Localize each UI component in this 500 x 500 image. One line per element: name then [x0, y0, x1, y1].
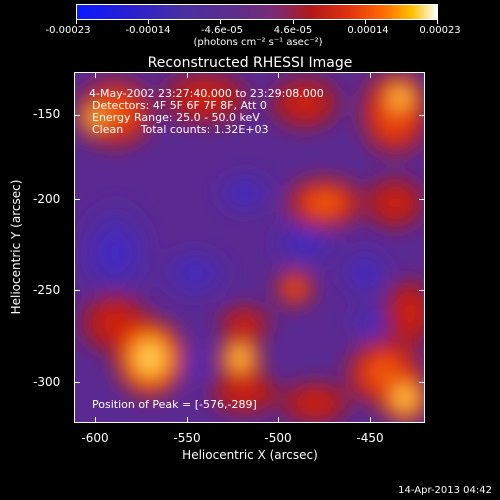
annotation-detectors: Detectors: 4F 5F 6F 7F 8F, Att 0 — [92, 99, 267, 112]
x-axis-label: Heliocentric X (arcsec) — [182, 448, 318, 462]
colorbar-tick-label: -0.00014 — [125, 25, 171, 36]
x-tick — [187, 72, 188, 78]
annotation-time-range: 4-May-2002 23:27:40.000 to 23:29:08.000 — [89, 87, 324, 100]
y-tick — [74, 199, 80, 200]
x-tick-label: -450 — [356, 431, 384, 445]
colorbar-tick — [220, 20, 221, 24]
colorbar-tick — [293, 20, 294, 24]
annotation-clean-counts: Clean Total counts: 1.32E+03 — [92, 123, 269, 136]
x-tick — [278, 417, 279, 423]
y-tick-label: -150 — [33, 107, 61, 121]
colorbar-tick — [365, 20, 366, 24]
plot-title: Reconstructed RHESSI Image — [147, 55, 353, 71]
x-tick — [370, 417, 371, 423]
colorbar-tick — [437, 20, 438, 24]
y-tick-label: -300 — [33, 375, 61, 389]
image-plot-area: 4-May-2002 23:27:40.000 to 23:29:08.000 … — [74, 72, 425, 423]
x-tick — [278, 72, 279, 78]
x-tick — [95, 72, 96, 78]
x-tick — [370, 72, 371, 78]
y-tick — [74, 382, 80, 383]
y-tick — [419, 199, 425, 200]
colorbar-tick-label: 4.6e-05 — [273, 25, 313, 36]
annotation-peak-position: Position of Peak = [-576,-289] — [92, 398, 257, 411]
x-tick — [187, 417, 188, 423]
y-tick — [419, 382, 425, 383]
colorbar-tick — [148, 20, 149, 24]
x-tick — [95, 417, 96, 423]
footer-timestamp: 14-Apr-2013 04:42 — [398, 485, 492, 496]
colorbar-tick-label: 0.00014 — [347, 25, 389, 36]
y-axis-label: Heliocentric Y (arcsec) — [9, 179, 23, 315]
colorbar — [76, 4, 438, 20]
heatmap-image — [75, 73, 424, 422]
colorbar-tick-label: 0.00023 — [419, 25, 461, 36]
x-tick-label: -600 — [81, 431, 109, 445]
y-tick — [74, 115, 80, 116]
colorbar-unit-label: (photons cm⁻² s⁻¹ asec⁻²) — [193, 37, 323, 48]
y-tick — [74, 290, 80, 291]
annotation-energy-range: Energy Range: 25.0 - 50.0 keV — [92, 111, 260, 124]
y-tick — [419, 115, 425, 116]
x-tick-label: -500 — [264, 431, 292, 445]
colorbar-tick-label: -4.6e-05 — [201, 25, 243, 36]
colorbar-tick-label: -0.00023 — [45, 25, 91, 36]
y-tick-label: -250 — [33, 283, 61, 297]
colorbar-tick — [76, 20, 77, 24]
x-tick-label: -550 — [173, 431, 201, 445]
y-tick-label: -200 — [33, 192, 61, 206]
y-tick — [419, 290, 425, 291]
